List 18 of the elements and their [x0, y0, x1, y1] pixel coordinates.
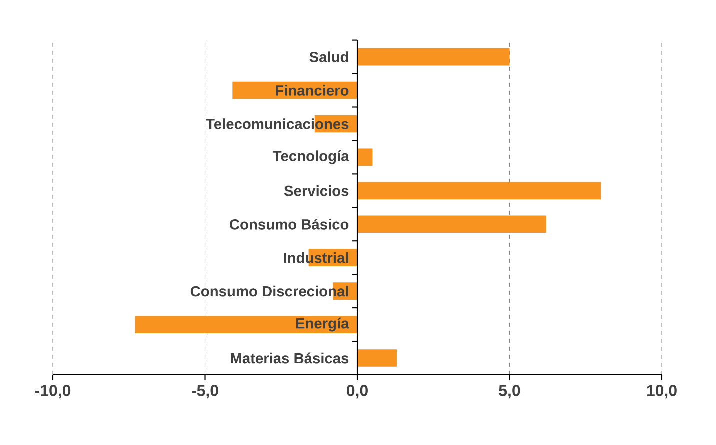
bar [358, 350, 398, 367]
x-tick-label: 0,0 [347, 385, 368, 399]
bar [358, 182, 602, 200]
x-tick-label: -5,0 [192, 385, 218, 399]
y-tick-label: Financiero [276, 85, 349, 96]
y-tick-label: Tecnología [273, 150, 350, 164]
x-tick-label: -10,0 [35, 385, 71, 399]
y-tick-label: Servicios [284, 186, 349, 196]
x-tick-label: 10,0 [647, 385, 677, 399]
y-tick-label: Materias Básicas [231, 352, 349, 364]
x-tick-label: 5,0 [499, 385, 520, 399]
bar [358, 216, 546, 234]
y-tick-label: Energía [296, 318, 350, 332]
y-tick-label: Consumo Básico [230, 218, 349, 230]
bar [358, 148, 373, 166]
y-tick-label: Salud [310, 52, 348, 62]
bar [358, 48, 510, 66]
bar [135, 316, 358, 334]
